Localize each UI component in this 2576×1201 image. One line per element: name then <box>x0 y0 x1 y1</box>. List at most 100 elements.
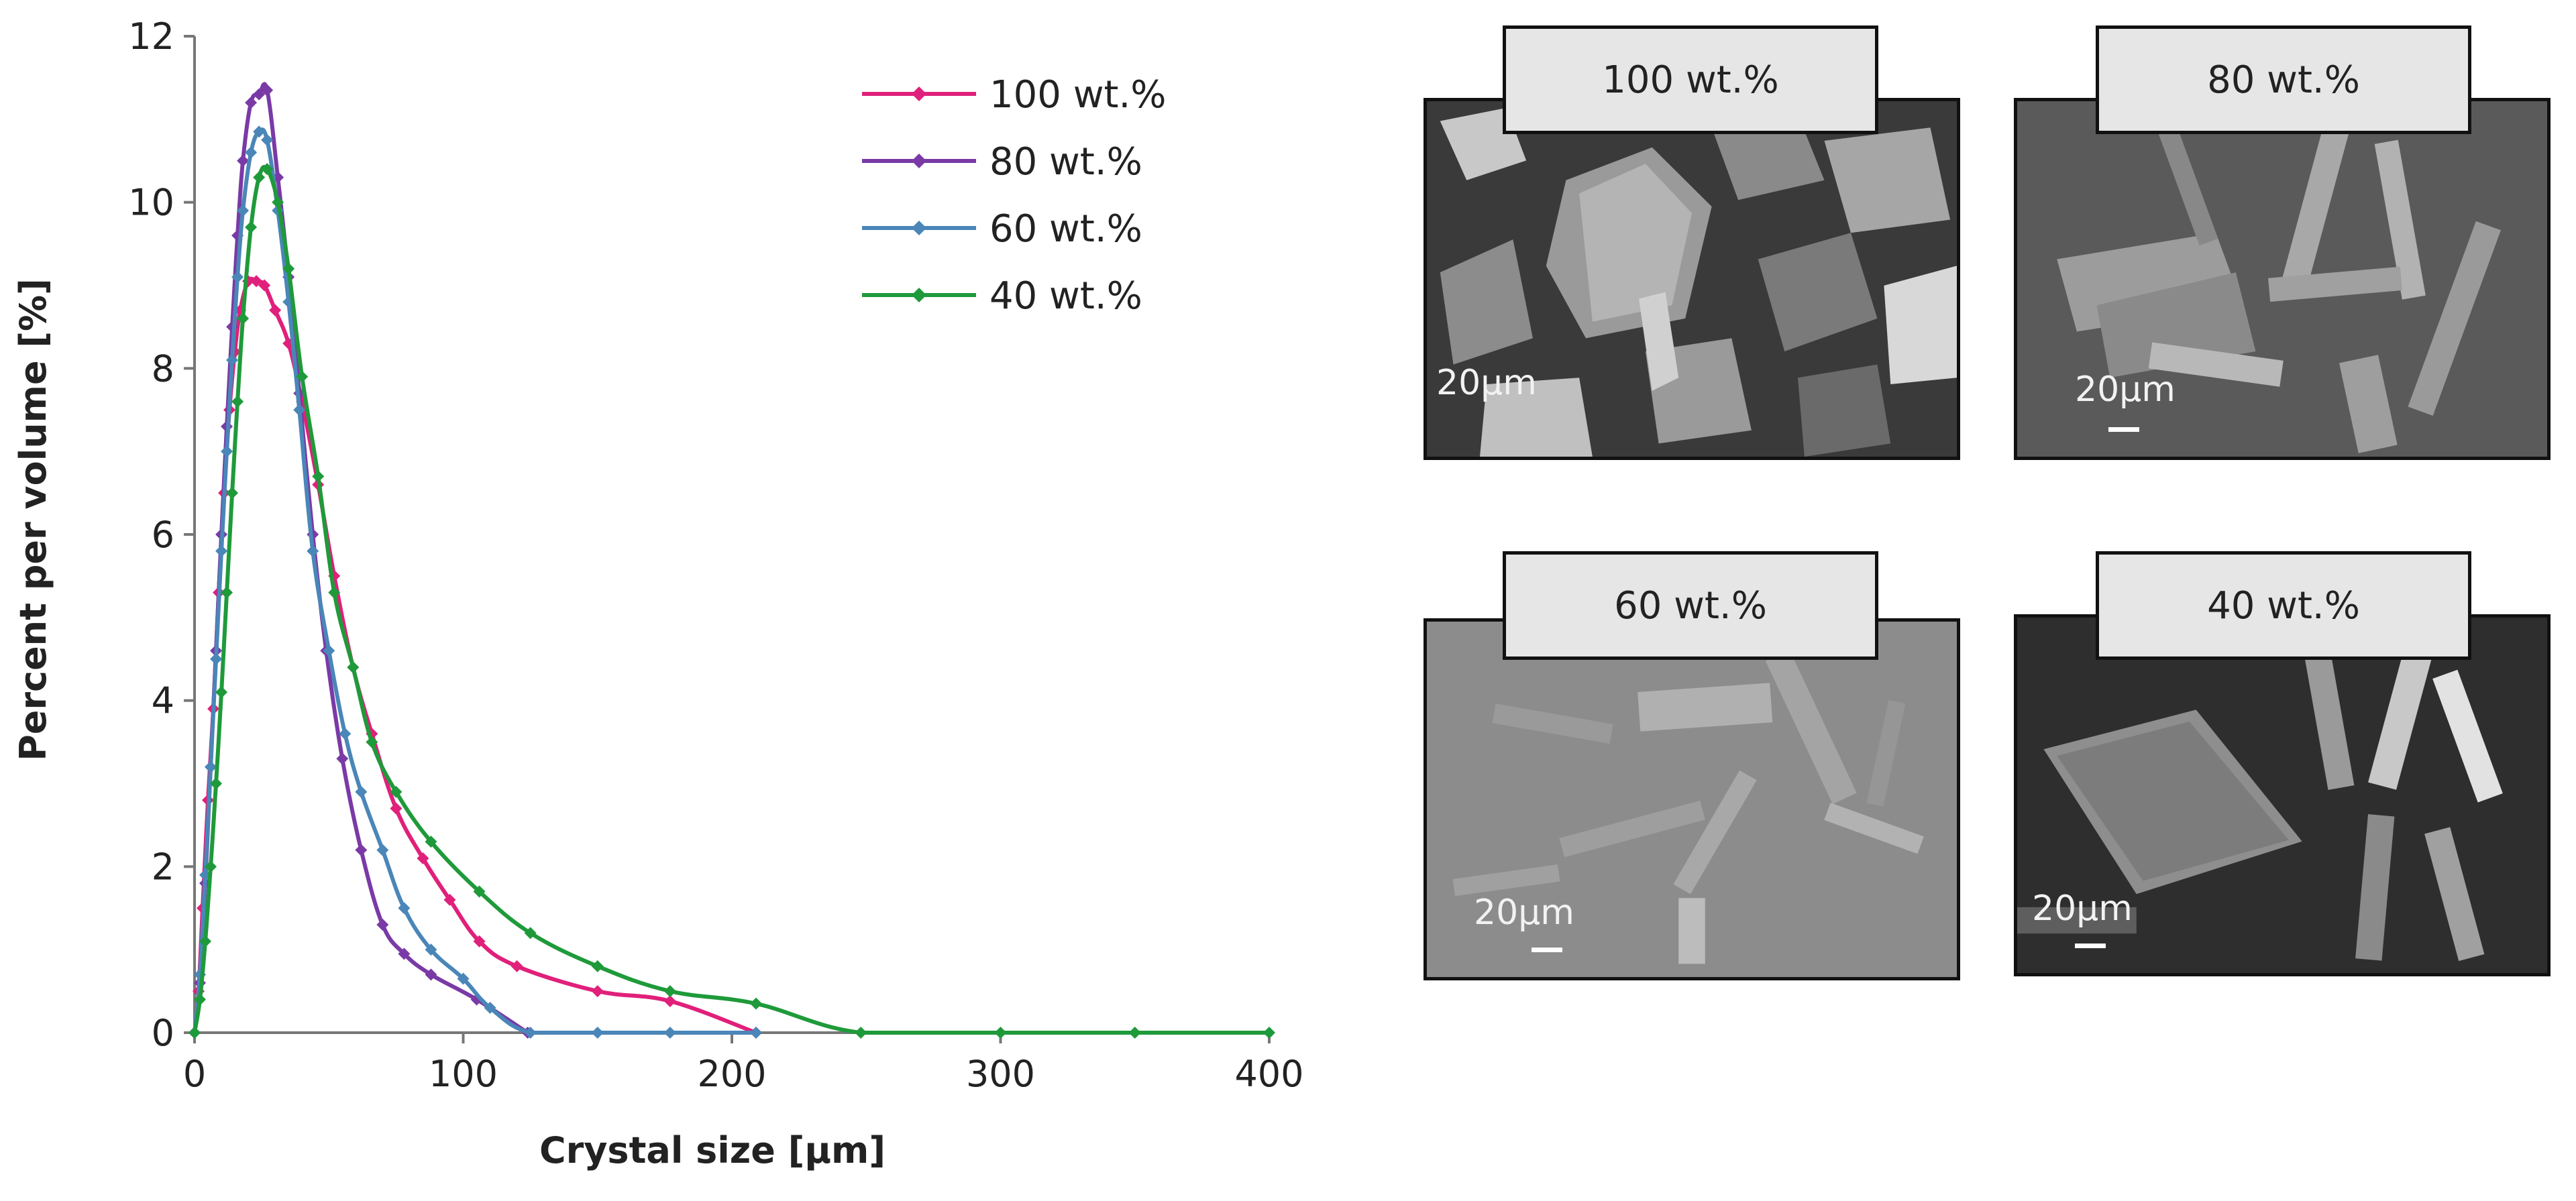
data-point <box>524 1027 537 1039</box>
data-point <box>210 652 223 665</box>
series-40-wt- <box>189 163 1275 1039</box>
scale-label-100: 20µm <box>1436 363 1537 403</box>
data-point <box>245 221 258 233</box>
x-tick-label: 0 <box>183 1053 206 1095</box>
data-point <box>215 686 228 699</box>
panel-label-80: 80 wt.% <box>2096 25 2471 134</box>
size-distribution-chart: 0 2 4 6 8 10 12 0 100 200 300 400 100 wt.% 80 wt.% 60… <box>12 15 1304 1171</box>
legend: 100 wt.% 80 wt.% 60 wt.% 40 wt.% <box>862 73 1166 318</box>
data-point <box>425 943 437 956</box>
sem-image-60 <box>1427 622 1957 977</box>
scale-bar-60 <box>1532 948 1562 952</box>
data-point <box>355 785 368 798</box>
legend-label: 40 wt.% <box>989 274 1142 318</box>
data-point <box>366 736 378 748</box>
data-point <box>307 545 319 557</box>
sem-image-100 <box>1427 101 1957 457</box>
legend-marker <box>912 154 926 168</box>
data-point <box>750 1027 763 1039</box>
series-line <box>193 276 757 1035</box>
sem-panel-60: 20µm <box>1424 618 1960 980</box>
data-point <box>663 985 676 998</box>
y-tick-label: 6 <box>152 514 174 556</box>
data-point <box>253 171 266 184</box>
data-point <box>511 960 523 972</box>
data-point <box>237 205 250 217</box>
y-tick-label: 8 <box>152 347 174 390</box>
data-point <box>215 545 228 557</box>
data-point <box>484 1001 496 1014</box>
data-point <box>245 146 258 159</box>
data-point <box>417 852 429 864</box>
x-tick-label: 400 <box>1234 1053 1303 1095</box>
legend-marker <box>912 87 926 101</box>
data-point <box>312 470 325 483</box>
legend-marker <box>912 221 926 235</box>
axes: 0 2 4 6 8 10 12 0 100 200 300 400 <box>128 15 1303 1095</box>
data-point <box>245 97 258 109</box>
data-point <box>253 125 266 138</box>
data-point <box>250 275 263 288</box>
scale-bar-40 <box>2075 943 2106 948</box>
data-point <box>591 960 604 972</box>
series-100-wt- <box>189 275 763 1039</box>
data-point <box>473 885 486 898</box>
data-point <box>199 935 212 948</box>
sem-image-40 <box>2017 618 2547 973</box>
data-point <box>1128 1027 1141 1039</box>
data-point <box>524 927 537 939</box>
data-point <box>293 404 306 416</box>
scale-label-60: 20µm <box>1474 893 1574 933</box>
data-point <box>390 802 402 815</box>
sem-panel-40: 20µm <box>2014 614 2551 976</box>
data-point <box>226 353 239 366</box>
data-point <box>282 262 295 275</box>
x-tick-label: 300 <box>966 1053 1035 1095</box>
data-point <box>205 760 217 773</box>
series-layer <box>189 82 1275 1039</box>
legend-label: 100 wt.% <box>989 73 1166 117</box>
x-axis-title: Crystal size [µm] <box>539 1129 885 1171</box>
data-point <box>226 487 239 500</box>
data-point <box>591 1027 604 1039</box>
data-point <box>194 993 207 1006</box>
x-tick-label: 100 <box>429 1053 498 1095</box>
data-point <box>473 935 486 948</box>
data-point <box>231 271 244 284</box>
legend-label: 60 wt.% <box>989 207 1142 251</box>
data-point <box>221 586 233 599</box>
data-point <box>189 1027 201 1039</box>
panel-label-100: 100 wt.% <box>1503 25 1878 134</box>
data-point <box>237 154 250 167</box>
data-point <box>750 997 763 1010</box>
series-line <box>193 165 1269 1035</box>
data-point <box>237 312 250 325</box>
legend-label: 80 wt.% <box>989 140 1142 184</box>
y-tick-label: 4 <box>152 680 174 722</box>
data-point <box>457 972 470 985</box>
data-point <box>376 844 389 856</box>
sem-image-80 <box>2017 101 2547 457</box>
sem-panel-80: 20µm <box>2014 98 2551 460</box>
data-point <box>347 661 360 674</box>
data-point <box>425 836 437 848</box>
data-point <box>272 196 284 209</box>
data-point <box>221 445 233 458</box>
data-point <box>355 844 368 856</box>
legend-marker <box>912 288 926 302</box>
data-point <box>398 948 411 960</box>
data-point <box>296 370 309 383</box>
data-point <box>994 1027 1007 1039</box>
data-point <box>591 985 604 998</box>
data-point <box>323 644 335 657</box>
data-point <box>339 728 352 740</box>
scale-label-40: 20µm <box>2032 889 2133 929</box>
data-point <box>210 777 223 790</box>
data-point <box>328 586 341 599</box>
scale-label-80: 20µm <box>2075 369 2176 410</box>
x-tick-label: 200 <box>697 1053 766 1095</box>
data-point <box>258 279 271 292</box>
data-point <box>390 785 402 798</box>
scale-bar-80 <box>2108 427 2139 432</box>
data-point <box>261 84 274 97</box>
